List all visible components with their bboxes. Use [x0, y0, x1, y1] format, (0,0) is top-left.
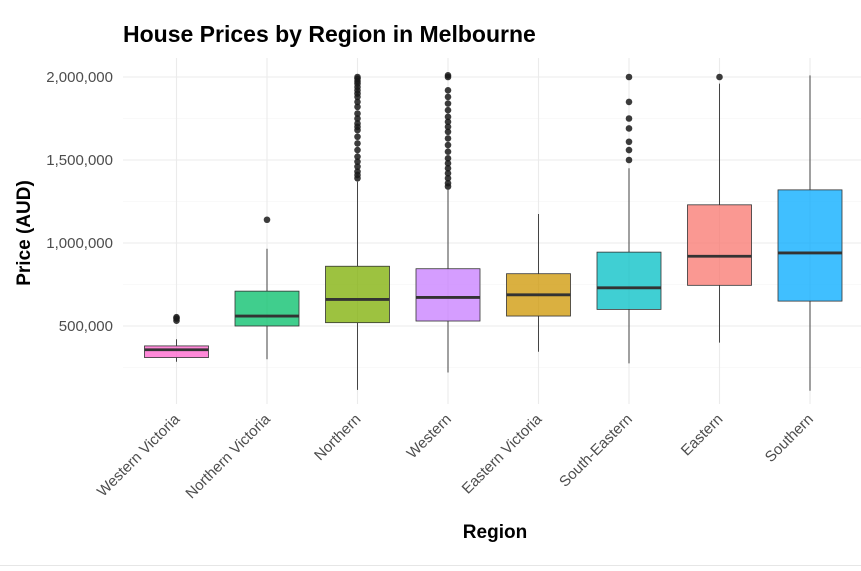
- outlier-point: [444, 179, 452, 187]
- outlier-point: [625, 138, 633, 146]
- iqr-box: [596, 251, 662, 310]
- outlier-point: [354, 146, 361, 154]
- outlier-point: [444, 86, 452, 94]
- box-southern: [777, 75, 843, 391]
- y-axis-title: Price (AUD): [14, 180, 35, 286]
- x-tick-label: Western Victoria: [94, 410, 184, 500]
- outlier-point: [625, 146, 633, 154]
- outlier-point: [625, 73, 633, 81]
- outlier-point: [625, 156, 633, 164]
- outlier-point: [444, 135, 452, 142]
- x-tick-label: Eastern: [678, 411, 727, 460]
- box-western-victoria: [144, 313, 209, 362]
- outlier-point: [354, 110, 361, 117]
- outlier-point: [625, 125, 633, 132]
- outlier-point: [354, 115, 361, 122]
- outlier-point: [444, 106, 452, 114]
- outlier-point: [444, 128, 452, 136]
- outlier-point: [354, 153, 361, 160]
- iqr-box: [144, 345, 209, 358]
- y-tick-label: 1,000,000: [46, 235, 113, 252]
- outlier-point: [444, 160, 452, 167]
- outlier-point: [444, 174, 452, 182]
- outlier-point: [354, 133, 361, 141]
- box-eastern-victoria: [506, 213, 571, 352]
- x-axis-ticks: Western Victoria Northern Victoria Norther…: [94, 410, 817, 502]
- x-tick-label: Northern Victoria: [182, 410, 274, 502]
- box-northern-victoria: [234, 216, 300, 360]
- box-south-eastern: [596, 73, 662, 364]
- outlier-point: [444, 118, 452, 126]
- outlier-point: [444, 165, 452, 172]
- box-western: [415, 72, 481, 373]
- iqr-box: [777, 189, 843, 302]
- outlier-point: [716, 73, 723, 81]
- outlier-point: [354, 158, 361, 165]
- outlier-point: [444, 155, 452, 162]
- outlier-point: [354, 168, 361, 175]
- outlier-point: [354, 103, 361, 111]
- outlier-point: [444, 72, 452, 79]
- x-tick-label: Northern: [311, 411, 364, 464]
- iqr-box: [234, 290, 300, 327]
- outlier-point: [444, 169, 452, 177]
- y-axis-ticks: 500,000 1,000,000 1,500,000 2,000,000: [46, 69, 113, 335]
- chart-title: House Prices by Region in Melbourne: [123, 21, 536, 47]
- outlier-point: [444, 148, 452, 155]
- iqr-box: [687, 204, 752, 286]
- x-tick-label: Western: [404, 411, 455, 462]
- outlier-point: [354, 73, 361, 81]
- outlier-point: [444, 123, 452, 131]
- outlier-point: [625, 115, 633, 122]
- outlier-point: [444, 100, 452, 107]
- x-tick-label: Eastern Victoria: [459, 410, 546, 497]
- y-tick-label: 2,000,000: [46, 69, 113, 86]
- outlier-point: [354, 98, 361, 106]
- outlier-point: [354, 120, 361, 127]
- iqr-box: [415, 268, 481, 322]
- bottom-divider: [0, 565, 861, 566]
- outlier-point: [173, 313, 180, 321]
- outlier-point: [444, 93, 452, 101]
- y-tick-label: 1,500,000: [46, 152, 113, 169]
- box-northern: [325, 73, 390, 390]
- outlier-point: [354, 140, 361, 147]
- x-axis-title: Region: [463, 522, 527, 543]
- x-tick-label: Southern: [762, 411, 817, 466]
- box-eastern: [687, 73, 752, 343]
- outlier-point: [263, 216, 271, 224]
- outlier-point: [444, 141, 452, 149]
- outlier-point: [625, 98, 633, 106]
- x-tick-label: South-Eastern: [556, 411, 636, 491]
- iqr-box: [325, 265, 390, 324]
- outlier-point: [444, 113, 452, 121]
- y-tick-label: 500,000: [59, 318, 113, 335]
- outlier-point: [354, 163, 361, 170]
- boxes: [144, 72, 843, 391]
